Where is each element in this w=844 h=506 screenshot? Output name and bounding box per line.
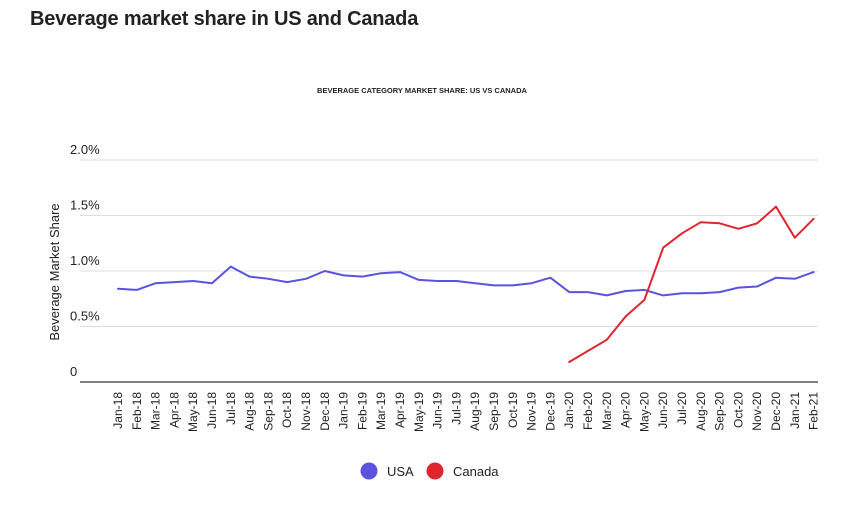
x-tick-label: Mar-18 xyxy=(149,392,163,430)
x-axis-ticks: Jan-18 Feb-18 Mar-18 Apr-18 May-18 Jun-18 Jul-… xyxy=(111,392,821,432)
gridlines xyxy=(80,159,818,383)
x-tick-label: May-20 xyxy=(637,392,651,432)
x-tick-label: Jan-19 xyxy=(337,392,351,429)
y-tick-label: 1.0% xyxy=(70,253,100,268)
x-tick-label: Jun-18 xyxy=(205,392,219,429)
x-tick-label: Mar-19 xyxy=(374,392,388,430)
legend-swatch-canada xyxy=(426,462,444,480)
x-tick-label: Sep-18 xyxy=(261,392,275,431)
x-tick-label: Jan-18 xyxy=(111,392,125,429)
x-tick-label: Aug-20 xyxy=(694,392,708,431)
x-tick-label: Sep-20 xyxy=(713,392,727,431)
y-tick-label: 0.5% xyxy=(70,309,100,324)
x-tick-label: Nov-18 xyxy=(299,392,313,431)
legend: USA Canada xyxy=(360,462,499,480)
legend-label-canada: Canada xyxy=(453,464,499,479)
y-axis-ticks: 0 0.5% 1.0% 1.5% 2.0% xyxy=(70,142,100,379)
legend-label-usa: USA xyxy=(387,464,414,479)
x-tick-label: Feb-18 xyxy=(130,392,144,430)
x-tick-label: Oct-20 xyxy=(731,392,745,428)
series-line-usa xyxy=(117,265,815,297)
x-tick-label: Apr-20 xyxy=(619,392,633,428)
x-tick-label: Apr-19 xyxy=(393,392,407,428)
x-tick-label: Aug-18 xyxy=(243,392,257,431)
page-title: Beverage market share in US and Canada xyxy=(30,8,419,30)
x-tick-label: Mar-20 xyxy=(600,392,614,430)
y-tick-label: 0 xyxy=(70,364,77,379)
x-tick-label: Jan-20 xyxy=(562,392,576,429)
x-tick-label: May-19 xyxy=(412,392,426,432)
x-tick-label: Feb-21 xyxy=(807,392,821,430)
x-tick-label: Jul-19 xyxy=(449,392,463,425)
x-tick-label: Jun-20 xyxy=(656,392,670,429)
x-tick-label: Apr-18 xyxy=(167,392,181,428)
x-tick-label: Oct-19 xyxy=(506,392,520,428)
series-line-canada xyxy=(568,205,815,363)
x-tick-label: Jan-21 xyxy=(788,392,802,429)
x-tick-label: Jul-20 xyxy=(675,392,689,425)
x-tick-label: May-18 xyxy=(186,392,200,432)
x-tick-label: Dec-19 xyxy=(543,392,557,431)
y-tick-label: 2.0% xyxy=(70,142,100,157)
x-tick-label: Aug-19 xyxy=(468,392,482,431)
x-tick-label: Dec-20 xyxy=(769,392,783,431)
y-axis-label: Beverage Market Share xyxy=(47,203,62,340)
x-tick-label: Nov-19 xyxy=(525,392,539,431)
legend-swatch-usa xyxy=(360,462,378,480)
x-tick-label: Jul-18 xyxy=(224,392,238,425)
series-lines xyxy=(117,205,815,363)
x-tick-label: Dec-18 xyxy=(318,392,332,431)
x-tick-label: Jun-19 xyxy=(431,392,445,429)
chart-title: BEVERAGE CATEGORY MARKET SHARE: US VS CA… xyxy=(317,86,527,95)
x-tick-label: Nov-20 xyxy=(750,392,764,431)
x-tick-label: Oct-18 xyxy=(280,392,294,428)
x-tick-label: Feb-19 xyxy=(355,392,369,430)
x-tick-label: Sep-19 xyxy=(487,392,501,431)
y-tick-label: 1.5% xyxy=(70,198,100,213)
x-tick-label: Feb-20 xyxy=(581,392,595,430)
